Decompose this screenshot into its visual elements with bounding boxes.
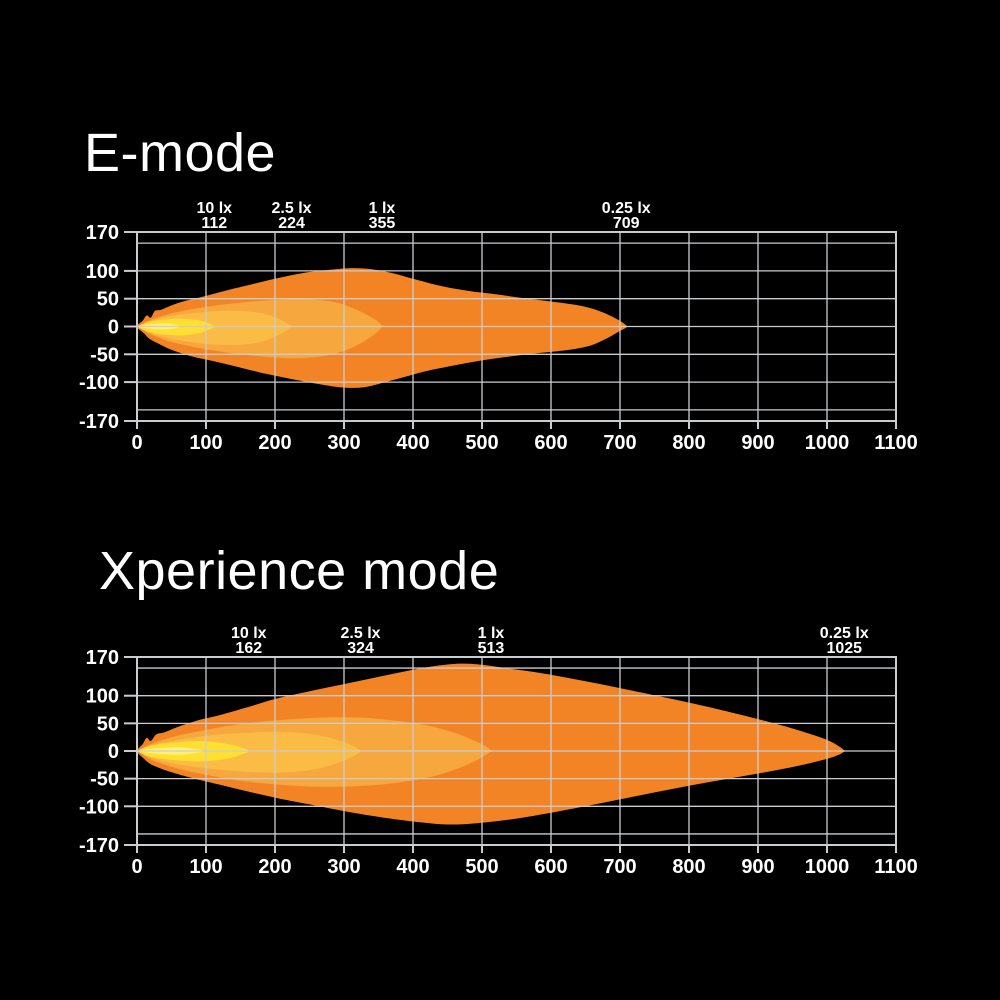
svg-text:1100: 1100 [874, 432, 917, 454]
svg-text:200: 200 [258, 432, 291, 454]
svg-text:100: 100 [189, 856, 222, 878]
svg-text:112: 112 [201, 215, 227, 232]
svg-text:0: 0 [108, 741, 119, 763]
svg-text:324: 324 [347, 640, 374, 657]
svg-text:2.5 lx: 2.5 lx [272, 200, 312, 217]
svg-text:900: 900 [741, 432, 774, 454]
svg-text:1000: 1000 [805, 432, 850, 454]
svg-text:1 lx: 1 lx [478, 625, 505, 642]
svg-text:1 lx: 1 lx [369, 200, 396, 217]
svg-text:-50: -50 [90, 769, 119, 791]
svg-text:700: 700 [603, 432, 636, 454]
svg-text:800: 800 [672, 432, 705, 454]
svg-text:355: 355 [369, 215, 396, 232]
svg-text:-100: -100 [79, 372, 119, 394]
svg-text:170: 170 [86, 222, 119, 244]
svg-text:162: 162 [235, 640, 262, 657]
svg-text:600: 600 [534, 432, 567, 454]
svg-text:400: 400 [396, 432, 429, 454]
svg-text:900: 900 [741, 856, 774, 878]
svg-text:100: 100 [189, 432, 222, 454]
svg-text:300: 300 [327, 856, 360, 878]
svg-text:100: 100 [86, 686, 119, 708]
svg-text:-170: -170 [79, 835, 119, 857]
svg-text:1100: 1100 [874, 856, 917, 878]
svg-text:0: 0 [131, 432, 142, 454]
svg-text:100: 100 [86, 261, 119, 283]
svg-text:-100: -100 [79, 796, 119, 818]
svg-text:1000: 1000 [805, 856, 850, 878]
svg-text:0: 0 [108, 317, 119, 339]
svg-text:0.25 lx: 0.25 lx [820, 625, 869, 642]
svg-text:0: 0 [131, 856, 142, 878]
svg-text:10 lx: 10 lx [231, 625, 267, 642]
svg-text:-170: -170 [79, 411, 119, 433]
svg-text:0.25 lx: 0.25 lx [602, 200, 651, 217]
svg-text:513: 513 [478, 640, 505, 657]
svg-text:800: 800 [672, 856, 705, 878]
svg-text:10 lx: 10 lx [196, 200, 232, 217]
svg-text:500: 500 [465, 856, 498, 878]
svg-text:200: 200 [258, 856, 291, 878]
chart-title-e-mode: E-mode [84, 123, 277, 183]
svg-text:400: 400 [396, 856, 429, 878]
svg-text:2.5 lx: 2.5 lx [341, 625, 381, 642]
svg-text:1025: 1025 [826, 640, 862, 657]
svg-text:300: 300 [327, 432, 360, 454]
svg-text:50: 50 [97, 713, 119, 735]
svg-text:224: 224 [278, 215, 305, 232]
svg-text:-50: -50 [90, 344, 119, 366]
svg-text:500: 500 [465, 432, 498, 454]
svg-text:700: 700 [603, 856, 636, 878]
svg-text:709: 709 [613, 215, 640, 232]
chart-title-xperience-mode: Xperience mode [99, 541, 500, 601]
svg-text:50: 50 [97, 289, 119, 311]
svg-text:170: 170 [86, 647, 119, 669]
svg-text:600: 600 [534, 856, 567, 878]
